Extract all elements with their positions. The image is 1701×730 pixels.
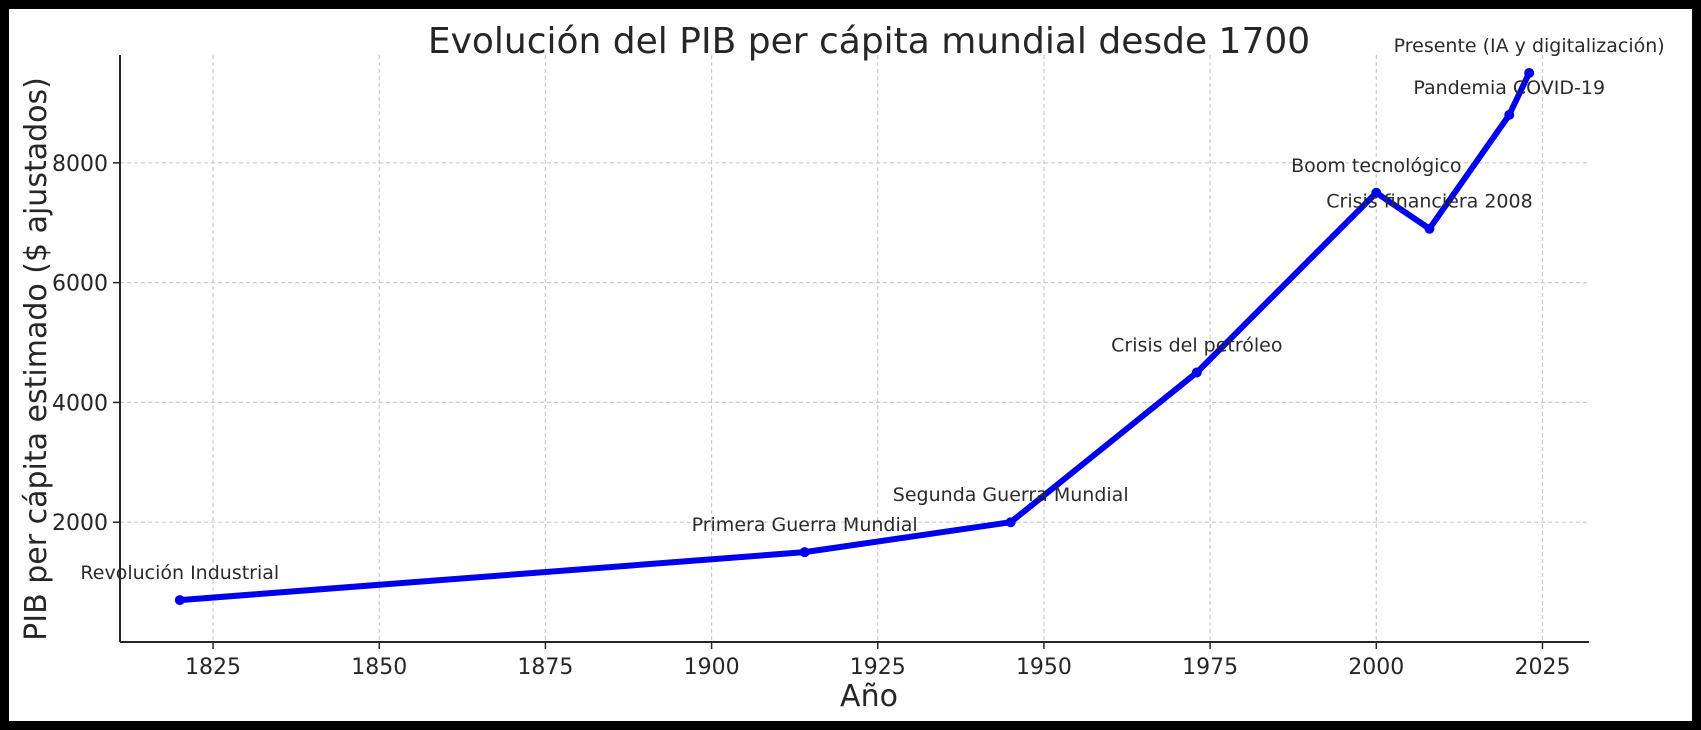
data-point <box>1191 367 1202 378</box>
data-point <box>1005 517 1016 528</box>
x-tick-label: 1975 <box>1182 655 1238 680</box>
chart-title: Evolución del PIB per cápita mundial des… <box>428 21 1310 62</box>
y-tick-label: 8000 <box>52 152 108 177</box>
data-point <box>1504 109 1515 120</box>
x-tick-label: 1950 <box>1016 655 1072 680</box>
grid <box>120 55 1589 642</box>
annotation-label: Primera Guerra Mundial <box>692 514 918 536</box>
x-tick-label: 2025 <box>1514 655 1570 680</box>
data-point <box>1424 223 1435 234</box>
chart-frame: 1825 1850 1875 1900 1925 1950 1975 2000 2025 200… <box>9 9 1692 721</box>
annotations: Revolución Industrial Primera Guerra Mund… <box>80 35 1664 584</box>
annotation-label: Crisis financiera 2008 <box>1326 191 1532 213</box>
x-tick-label: 2000 <box>1348 655 1404 680</box>
data-point <box>1524 67 1535 78</box>
y-tick-label: 2000 <box>52 511 108 536</box>
data-point <box>174 595 185 606</box>
x-axis-title: Año <box>840 679 898 714</box>
data-point <box>1371 187 1382 198</box>
y-ticks: 2000 4000 6000 8000 <box>52 152 120 536</box>
axes <box>119 55 1589 643</box>
y-tick-label: 4000 <box>52 391 108 416</box>
y-tick-label: 6000 <box>52 272 108 297</box>
x-ticks: 1825 1850 1875 1900 1925 1950 1975 2000 2025 <box>185 642 1570 680</box>
annotation-label: Pandemia COVID-19 <box>1413 77 1605 99</box>
x-tick-label: 1850 <box>351 655 407 680</box>
annotation-label: Boom tecnológico <box>1291 155 1461 177</box>
x-tick-label: 1900 <box>684 655 740 680</box>
x-tick-label: 1925 <box>850 655 906 680</box>
x-tick-label: 1825 <box>185 655 241 680</box>
data-point <box>799 547 810 558</box>
line-chart: 1825 1850 1875 1900 1925 1950 1975 2000 2025 200… <box>19 21 1665 714</box>
x-tick-label: 1875 <box>517 655 573 680</box>
annotation-label: Revolución Industrial <box>80 562 279 584</box>
y-axis-title: PIB per cápita estimado ($ ajustados) <box>19 77 54 641</box>
annotation-label: Presente (IA y digitalización) <box>1394 35 1665 57</box>
series <box>174 67 1535 606</box>
annotation-label: Segunda Guerra Mundial <box>893 484 1129 506</box>
annotation-label: Crisis del petróleo <box>1111 334 1282 356</box>
series-line <box>176 69 1533 604</box>
